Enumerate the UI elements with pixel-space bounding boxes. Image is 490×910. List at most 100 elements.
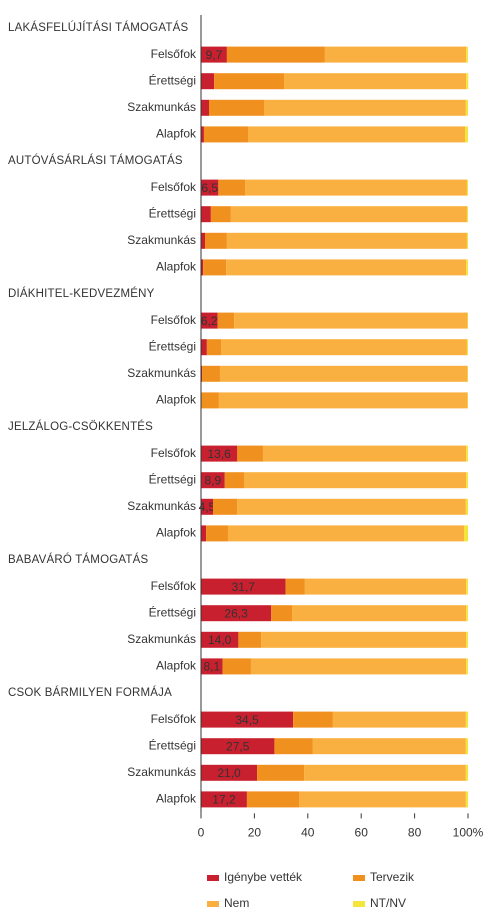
bar-segment xyxy=(466,206,468,223)
bar-segment xyxy=(262,445,467,462)
bar-segment xyxy=(201,445,238,462)
bar-segment xyxy=(224,472,244,489)
bar-segment xyxy=(257,764,305,781)
bar-segment xyxy=(465,99,468,116)
bar-segment xyxy=(218,392,468,409)
bar-segment xyxy=(201,791,247,808)
legend-label: Igénybe vették xyxy=(224,870,303,884)
data-label: 6,5 xyxy=(201,181,218,195)
data-label: 21,0 xyxy=(217,766,241,780)
bar-segment xyxy=(466,46,468,63)
data-label: 8,9 xyxy=(205,473,222,487)
data-label: 17,2 xyxy=(212,793,236,807)
bar-segment xyxy=(466,179,468,196)
bar-segment xyxy=(201,392,219,409)
category-label: Alapfok xyxy=(156,260,197,274)
bar-segment xyxy=(201,312,218,329)
category-label: Felsőfok xyxy=(151,180,197,194)
bar-segment xyxy=(261,631,467,648)
data-label: 27,5 xyxy=(226,739,250,753)
bar-segment xyxy=(332,711,466,728)
x-tick-label: 100% xyxy=(453,826,484,840)
data-label: 14,0 xyxy=(208,633,232,647)
category-label: Felsőfok xyxy=(151,313,197,327)
bar-segment xyxy=(304,764,466,781)
bar-segment xyxy=(466,472,468,489)
data-label: 31,7 xyxy=(232,580,256,594)
bar-segment xyxy=(237,445,263,462)
bar-segment xyxy=(209,99,265,116)
bar-segment xyxy=(247,126,466,143)
bar-segment xyxy=(201,99,210,116)
bar-segment xyxy=(465,126,468,143)
legend-swatch xyxy=(353,901,365,907)
bar-segment xyxy=(201,339,207,356)
group-title: AUTÓVÁSÁRLÁSI TÁMOGATÁS xyxy=(8,154,183,167)
x-tick-label: 60 xyxy=(355,826,369,840)
category-label: Érettségi xyxy=(149,471,196,486)
bar-segment xyxy=(245,179,467,196)
bar-segment xyxy=(304,578,467,595)
bar-segment xyxy=(201,658,223,675)
bar-segment xyxy=(466,232,468,249)
bar-segment xyxy=(222,658,251,675)
bar-segment xyxy=(467,365,468,382)
bar-segment xyxy=(203,126,248,143)
category-label: Alapfok xyxy=(156,659,197,673)
bar-segment xyxy=(202,365,220,382)
category-label: Szakmunkás xyxy=(127,632,196,646)
legend-label: NT/NV xyxy=(370,896,406,910)
bar-segment xyxy=(201,73,215,90)
category-label: Alapfok xyxy=(156,792,197,806)
bar-segment xyxy=(210,206,231,223)
bar-segment xyxy=(201,472,225,489)
bar-segment xyxy=(250,658,467,675)
category-label: Szakmunkás xyxy=(127,233,196,247)
data-label: 8,1 xyxy=(203,660,220,674)
bar-segment xyxy=(226,46,325,63)
category-label: Érettségi xyxy=(149,737,196,752)
bar-segment xyxy=(234,312,468,329)
category-label: Felsőfok xyxy=(151,47,197,61)
category-label: Alapfok xyxy=(156,526,197,540)
category-label: Felsőfok xyxy=(151,712,197,726)
category-label: Szakmunkás xyxy=(127,366,196,380)
bar-segment xyxy=(466,339,468,356)
bar-segment xyxy=(201,206,211,223)
bar-segment xyxy=(201,179,219,196)
group-title: DIÁKHITEL-KEDVEZMÉNY xyxy=(8,287,155,300)
bar-segment xyxy=(230,206,467,223)
bar-segment xyxy=(467,312,468,329)
legend-swatch xyxy=(207,875,219,881)
data-label: 6,2 xyxy=(201,314,218,328)
bar-segment xyxy=(201,126,204,143)
bar-segment xyxy=(201,525,207,542)
bar-segment xyxy=(206,339,222,356)
category-label: Szakmunkás xyxy=(127,765,196,779)
bar-segment xyxy=(466,445,468,462)
category-label: Érettségi xyxy=(149,205,196,220)
bar-segment xyxy=(466,605,468,622)
bar-segment xyxy=(465,711,468,728)
bar-segment xyxy=(201,259,204,276)
bar-segment xyxy=(243,472,467,489)
category-label: Felsőfok xyxy=(151,446,197,460)
bar-segment xyxy=(214,73,285,90)
bar-segment xyxy=(264,99,466,116)
group-title: JELZÁLOG-CSÖKKENTÉS xyxy=(8,420,153,433)
bar-segment xyxy=(285,578,305,595)
bar-segment xyxy=(466,631,468,648)
category-label: Érettségi xyxy=(149,604,196,619)
bar-segment xyxy=(201,764,258,781)
bar-segment xyxy=(201,578,286,595)
category-label: Érettségi xyxy=(149,72,196,87)
bar-segment xyxy=(463,525,468,542)
data-label: 4,5 xyxy=(199,500,216,514)
bar-segment xyxy=(201,232,206,249)
bar-segment xyxy=(201,631,239,648)
data-label: 13,6 xyxy=(207,447,231,461)
bar-segment xyxy=(312,738,466,755)
bar-segment xyxy=(284,73,467,90)
bar-segment xyxy=(203,259,227,276)
